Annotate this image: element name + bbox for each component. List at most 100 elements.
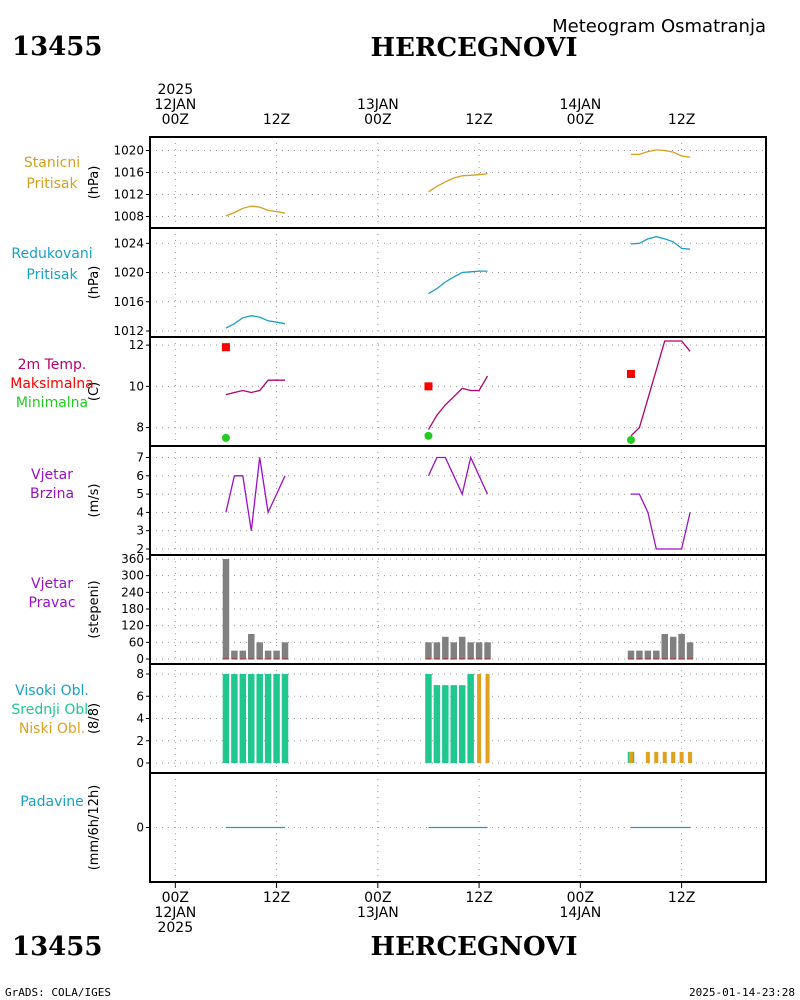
panel-frame [149,336,767,447]
y-tick-label: 1024 [113,236,144,250]
time-axis-label: 14JAN [559,97,601,113]
variable-label: Pritisak [26,176,78,192]
y-tick-label: 8 [136,421,144,435]
wind-direction-bar [281,642,289,659]
y-axis-unit-label: (hPa) [87,266,102,300]
series-line [225,457,286,531]
panel-frame [149,772,767,883]
time-axis-label: 12Z [465,112,492,128]
time-axis-label: 00Z [162,112,189,128]
time-axis-label: 00Z [364,112,391,128]
variable-label: Stanicni [24,155,80,171]
cloud-mid-bar [222,674,230,763]
wind-direction-bar [273,650,280,659]
y-tick-label: 4 [136,712,144,726]
y-axis-unit-label: (mm/6h/12h) [87,785,102,871]
panel-temperature: 8 10 12 (C)2m Temp. Maksimalna Minimalna [10,336,767,447]
series-line [630,236,691,250]
min-temp-marker [424,431,433,440]
wind-direction-bar [661,634,668,659]
min-temp-marker [221,433,230,442]
cloud-mid-bar [256,674,263,763]
y-tick-label: 0 [136,652,144,666]
y-tick-label: 0 [136,756,144,770]
time-axis-label: 12JAN [154,97,196,113]
wind-direction-bar [627,650,635,659]
cloud-low-bar [628,751,633,763]
series-line [428,172,488,193]
panel-clouds: 0 2 4 6 8 (8/8) Visoki Obl. Srednji Obl. Niski O… [11,663,767,774]
panel-frame [149,445,767,556]
variable-label: Vjetar [31,576,73,592]
wind-direction-bar [433,642,441,659]
wind-direction-bar [458,636,466,659]
y-tick-label: 60 [129,635,144,649]
y-tick-label: 4 [136,505,144,519]
variable-label: Vjetar [31,467,73,483]
variable-label: Brzina [30,486,74,502]
y-tick-label: 3 [136,524,144,538]
y-tick-label: 1016 [113,295,144,309]
y-tick-label: 1020 [113,144,144,158]
y-tick-label: 10 [129,379,144,393]
cloud-mid-bar [248,674,255,763]
station-name-top: HERCEGNOVI [371,33,578,63]
wind-direction-bar [669,636,677,659]
wind-direction-bar [636,650,643,659]
time-axis-label: 14JAN [559,905,601,921]
min-temp-marker [626,435,635,444]
wind-direction-bar [450,642,458,659]
cloud-mid-bar [231,674,238,763]
time-axis-label: 12Z [263,112,290,128]
y-tick-label: 2 [136,542,144,556]
y-tick-label: 240 [121,585,144,599]
cloud-mid-bar [450,685,458,763]
y-tick-label: 1012 [113,188,144,202]
y-tick-label: 120 [121,619,144,633]
time-axis-label: 00Z [364,890,391,906]
series-line [631,493,691,550]
variable-label: 2m Temp. [18,357,87,373]
y-tick-label: 7 [136,450,144,464]
cloud-low-bar [485,674,490,763]
wind-direction-bar [425,642,432,659]
cloud-mid-bar [264,674,272,763]
wind-direction-bar [442,636,449,659]
cloud-mid-bar [442,685,449,763]
variable-label: Padavine [20,794,84,810]
variable-label: Pritisak [26,267,78,283]
max-temp-marker [424,382,433,391]
wind-direction-bar [231,650,238,659]
wind-direction-bar [248,634,255,659]
y-tick-label: 5 [136,487,144,501]
cloud-low-bar [662,751,667,763]
time-axis-label: 00Z [162,890,189,906]
cloud-mid-bar [458,685,466,763]
time-axis-label: 2025 [157,920,193,936]
time-axis-label: 00Z [567,890,594,906]
cloud-low-bar [477,674,482,763]
panel-frame [149,227,767,338]
cloud-mid-bar [433,685,441,763]
wind-direction-bar [484,642,491,659]
station-id-top: 13455 [12,32,102,62]
series-line [225,205,286,217]
series-line [225,379,285,396]
y-tick-label: 2 [136,734,144,748]
wind-direction-bar [686,642,694,659]
panel-frame [149,136,767,229]
y-tick-label: 360 [121,552,144,566]
cloud-low-bar [679,751,684,763]
time-axis-label: 2025 [157,82,193,98]
y-tick-label: 6 [136,689,144,703]
wind-direction-bar [239,650,247,659]
variable-label: Pravac [28,595,75,611]
y-tick-label: 8 [136,667,144,681]
time-axis-label: 13JAN [357,97,399,113]
cloud-mid-bar [467,674,474,763]
variable-label: Minimalna [16,395,88,411]
series-line [631,149,691,158]
cloud-low-bar [654,751,659,763]
